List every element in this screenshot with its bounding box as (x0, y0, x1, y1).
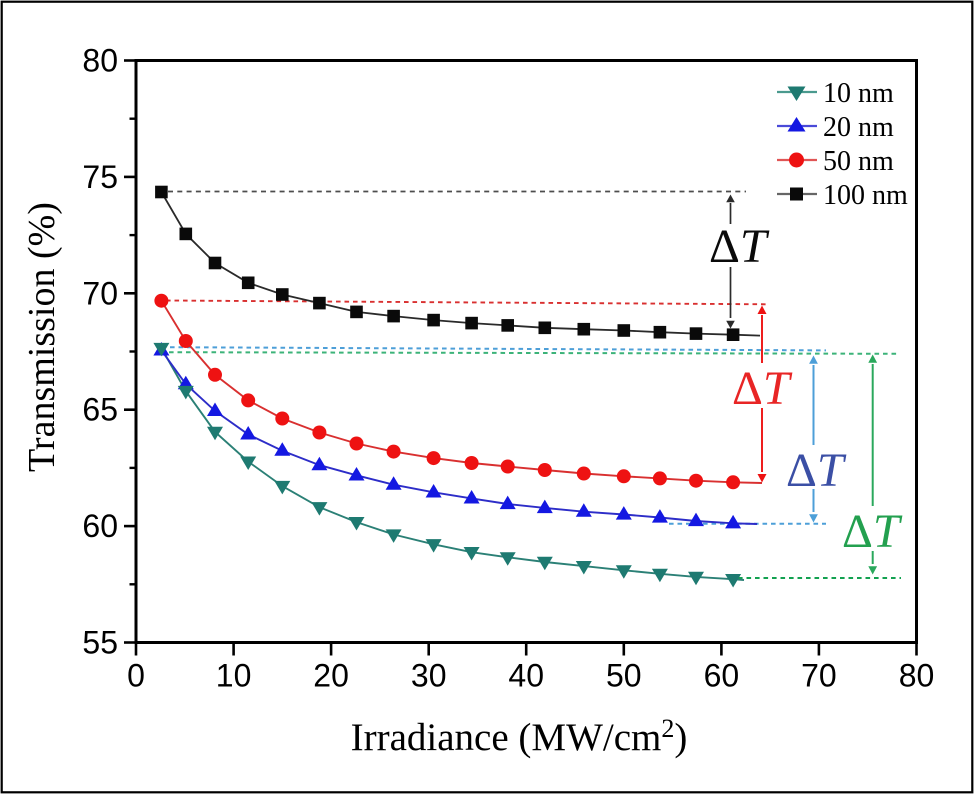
svg-text:50 nm: 50 nm (823, 146, 894, 177)
svg-text:20: 20 (313, 658, 349, 694)
svg-text:ΔT: ΔT (842, 505, 903, 558)
svg-text:Transmission (%): Transmission (%) (21, 202, 63, 472)
svg-text:30: 30 (411, 658, 447, 694)
svg-text:60: 60 (704, 658, 740, 694)
svg-text:75: 75 (82, 159, 118, 195)
svg-text:55: 55 (82, 625, 118, 661)
svg-text:ΔT: ΔT (709, 220, 770, 273)
svg-text:80: 80 (82, 43, 118, 79)
svg-text:0: 0 (127, 658, 145, 694)
svg-text:70: 70 (801, 658, 837, 694)
svg-text:40: 40 (508, 658, 544, 694)
svg-text:20 nm: 20 nm (823, 112, 894, 143)
svg-text:Irradiance (MW/cm2): Irradiance (MW/cm2) (351, 714, 688, 759)
svg-text:10: 10 (216, 658, 252, 694)
svg-text:ΔT: ΔT (732, 362, 793, 415)
svg-text:100 nm: 100 nm (823, 180, 908, 211)
svg-text:60: 60 (82, 508, 118, 544)
svg-text:80: 80 (899, 658, 935, 694)
svg-text:50: 50 (606, 658, 642, 694)
svg-text:ΔT: ΔT (786, 444, 847, 497)
svg-text:70: 70 (82, 275, 118, 311)
svg-text:65: 65 (82, 392, 118, 428)
svg-text:10 nm: 10 nm (823, 78, 894, 109)
